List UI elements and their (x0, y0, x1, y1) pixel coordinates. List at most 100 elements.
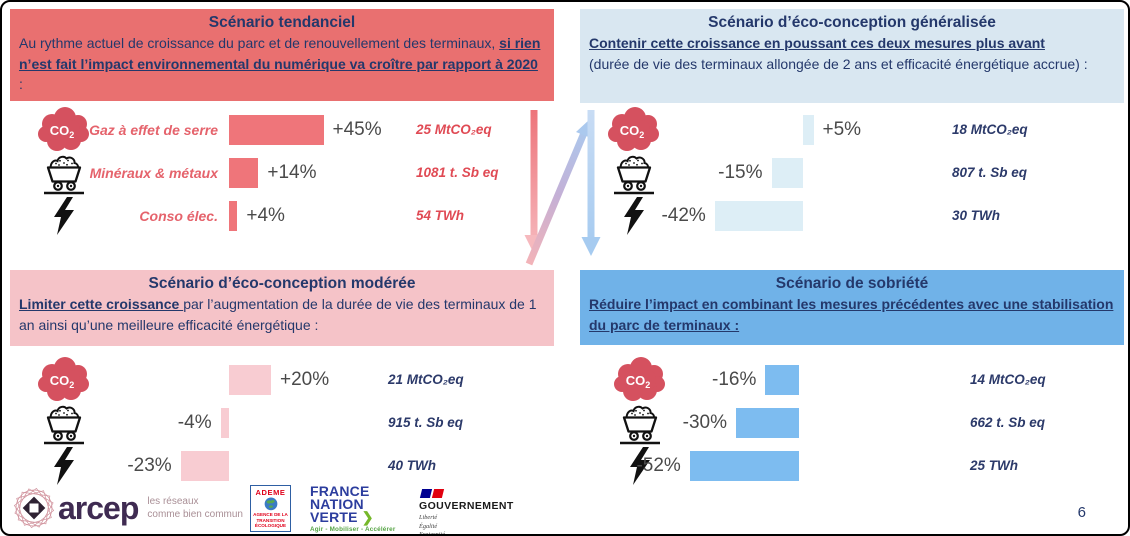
pct-change-label: -52% (636, 455, 681, 476)
description-text: : (19, 76, 23, 92)
fnv-line-france: FRANCE (310, 483, 370, 499)
globe-icon (264, 497, 277, 511)
pct-change-label: +20% (280, 369, 330, 390)
svg-text:CO2: CO2 (50, 123, 75, 140)
arcep-tagline-line2: comme bien commun (147, 509, 243, 520)
description-text: Au rythme actuel de croissance du parc e… (19, 35, 500, 51)
pct-change-label: -16% (712, 369, 757, 390)
chart-eco-conception-moderee: CO2 +20% 21 MtCO₂eq -4% 915 t. Sb eq -23% 4… (10, 357, 554, 503)
ademe-subtitle: AGENCE DE LA TRANSITION ÉCOLOGIQUE (253, 511, 288, 529)
absolute-value-label: 662 t. Sb eq (970, 415, 1046, 430)
absolute-value-label: 25 MtCO₂eq (416, 122, 492, 137)
bar-tendanciel-row1 (229, 158, 259, 188)
fnv-verte-text: VERTE (310, 509, 358, 525)
scenario-eco-conception-generalisee-panel: Scénario d’éco-conception généralisée Co… (580, 9, 1124, 103)
scenario-eco-conception-moderee-panel: Scénario d’éco-conception modérée Limite… (10, 270, 554, 346)
absolute-value-label: 25 TWh (970, 458, 1019, 473)
co2-cloud-icon: CO2 (34, 357, 94, 403)
lightning-bolt-icon (610, 446, 670, 486)
category-label: Conso élec. (139, 208, 218, 224)
fnv-tagline: Agir - Mobiliser - Accélérer (310, 526, 396, 533)
co2-cloud-icon: CO2 (610, 357, 670, 403)
arcep-tagline-line1: les réseaux (147, 496, 199, 507)
bar-sobriete-row2 (689, 451, 799, 481)
bar-eco-conception-generalisee-row0 (803, 115, 814, 145)
description-text: (durée de vie des terminaux allongée de … (589, 55, 1088, 72)
absolute-value-label: 14 MtCO₂eq (970, 372, 1046, 387)
scenario-title: Scénario tendanciel (208, 14, 356, 31)
pct-change-label: +45% (332, 119, 382, 140)
lightning-bolt-icon (34, 196, 94, 236)
scenario-description: Réduire l’impact en combinant les mesure… (589, 294, 1115, 335)
bar-sobriete-row0 (765, 365, 799, 395)
bar-eco-conception-moderee-row2 (180, 451, 229, 481)
motto-egalite: Égalité (419, 522, 438, 530)
svg-text:CO2: CO2 (620, 123, 645, 140)
absolute-value-label: 807 t. Sb eq (952, 165, 1028, 180)
description-emphasis: si rien n’est fait l’impact environnemen… (19, 35, 541, 72)
description-emphasis: Contenir cette croissance en poussant ce… (589, 35, 1045, 51)
description-text: par l’augmentation de la durée de vie de… (19, 296, 537, 333)
bar-eco-conception-generalisee-row2 (714, 201, 803, 231)
chart-eco-conception-generalisee: CO2 +5% 18 MtCO₂eq -15% 807 t. Sb eq -42% 3… (580, 107, 1124, 253)
gouvernement-wordmark: GOUVERNEMENT (419, 500, 514, 512)
scenario-description: Au rythme actuel de croissance du parc e… (19, 33, 545, 95)
absolute-value-label: 18 MtCO₂eq (952, 122, 1028, 137)
arcep-wordmark: arcep (58, 490, 139, 526)
category-label: Gaz à effet de serre (89, 122, 218, 138)
chevron-right-icon: ❯ (361, 509, 374, 525)
bar-eco-conception-moderee-row0 (229, 365, 271, 395)
pct-change-label: +5% (822, 119, 862, 140)
arcep-emblem-icon (13, 487, 55, 529)
pct-change-label: -4% (177, 412, 212, 433)
bar-eco-conception-generalisee-row1 (771, 158, 803, 188)
category-label: Minéraux & métaux (89, 165, 218, 181)
footer-logos: arcep les réseaux comme bien commun ADEM… (2, 483, 1128, 536)
ademe-logo: ADEME AGENCE DE LA TRANSITION ÉCOLOGIQUE (250, 485, 291, 532)
fnv-line-verte: VERTE ❯ (310, 509, 396, 525)
absolute-value-label: 30 TWh (952, 208, 1001, 223)
pct-change-label: +4% (246, 205, 285, 226)
scenario-title: Scénario d’éco-conception généralisée (708, 14, 996, 31)
pct-change-label: -42% (661, 205, 706, 226)
mine-cart-icon (610, 401, 670, 445)
mine-cart-icon (34, 151, 94, 195)
arcep-logo: arcep les réseaux comme bien commun (12, 485, 243, 531)
bar-eco-conception-moderee-row1 (220, 408, 229, 438)
page-number: 6 (1077, 504, 1086, 521)
fnv-line-nation: NATION (310, 496, 364, 512)
description-emphasis: Limiter cette croissance (19, 296, 184, 312)
mine-cart-icon (34, 401, 94, 445)
scenario-sobriete-panel: Scénario de sobriété Réduire l’impact en… (580, 270, 1124, 345)
svg-text:CO2: CO2 (626, 373, 651, 390)
gouvernement-motto: Liberté Égalité Fraternité (419, 514, 514, 536)
mine-cart-icon (604, 151, 664, 195)
lightning-bolt-icon (34, 446, 94, 486)
lightning-bolt-icon (604, 196, 664, 236)
absolute-value-label: 915 t. Sb eq (388, 415, 464, 430)
absolute-value-label: 21 MtCO₂eq (388, 372, 464, 387)
co2-cloud-icon: CO2 (34, 107, 94, 153)
bar-tendanciel-row0 (229, 115, 324, 145)
ademe-wordmark: ADEME (255, 488, 286, 497)
scenario-description: Limiter cette croissance par l’augmentat… (19, 294, 545, 335)
absolute-value-label: 54 TWh (416, 208, 465, 223)
scenario-title: Scénario de sobriété (775, 275, 929, 292)
motto-liberte: Liberté (419, 514, 438, 521)
pct-change-label: +14% (267, 162, 317, 183)
bar-sobriete-row1 (736, 408, 799, 438)
absolute-value-label: 40 TWh (388, 458, 437, 473)
pct-change-label: -15% (718, 162, 763, 183)
chart-tendanciel: CO2 Gaz à effet de serre +45% 25 MtCO₂eq M… (10, 107, 554, 253)
scenario-title: Scénario d’éco-conception modérée (148, 275, 416, 292)
pct-change-label: -30% (682, 412, 727, 433)
france-nation-verte-logo: FRANCE NATION VERTE ❯ Agir - Mobiliser -… (310, 483, 396, 533)
french-flag-icon (419, 489, 514, 498)
co2-cloud-icon: CO2 (604, 107, 664, 153)
gouvernement-logo: GOUVERNEMENT Liberté Égalité Fraternité (419, 489, 514, 536)
motto-fraternite: Fraternité (419, 531, 445, 536)
absolute-value-label: 1081 t. Sb eq (416, 165, 499, 180)
chart-sobriete: CO2 -16% 14 MtCO₂eq -30% 662 t. Sb eq -52%… (580, 357, 1124, 503)
description-emphasis: Réduire l’impact en combinant les mesure… (589, 296, 1114, 333)
